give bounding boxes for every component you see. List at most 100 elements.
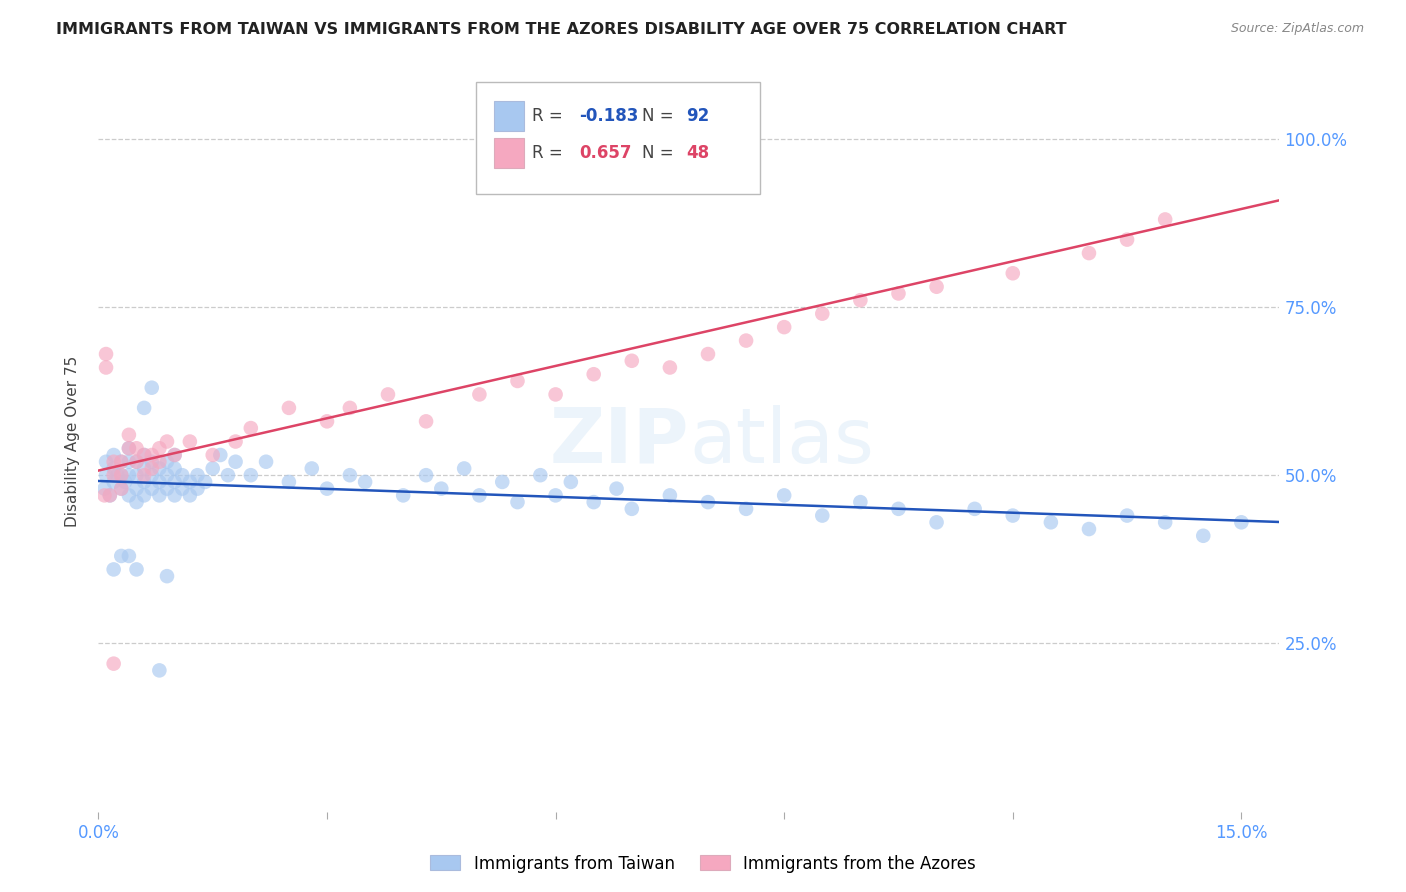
Point bbox=[468, 387, 491, 401]
Point bbox=[277, 401, 299, 415]
Point bbox=[887, 286, 910, 301]
Point bbox=[103, 562, 125, 576]
Text: 92: 92 bbox=[686, 107, 710, 125]
Point bbox=[301, 461, 323, 475]
Point bbox=[134, 448, 156, 462]
Point bbox=[430, 482, 453, 496]
Point bbox=[1230, 516, 1253, 530]
Text: -0.183: -0.183 bbox=[579, 107, 638, 125]
Point bbox=[849, 495, 872, 509]
Point bbox=[110, 482, 132, 496]
Point bbox=[254, 455, 277, 469]
Point bbox=[110, 482, 132, 496]
Point bbox=[377, 387, 399, 401]
Point bbox=[172, 482, 194, 496]
Point bbox=[468, 488, 491, 502]
Point bbox=[125, 442, 148, 456]
Point bbox=[125, 562, 148, 576]
Point bbox=[114, 475, 136, 489]
Point bbox=[179, 475, 201, 489]
Point bbox=[773, 488, 796, 502]
Point bbox=[118, 427, 141, 442]
Point bbox=[620, 501, 643, 516]
Point bbox=[134, 468, 156, 483]
Point bbox=[125, 482, 148, 496]
Point bbox=[887, 501, 910, 516]
Point bbox=[118, 442, 141, 456]
Point bbox=[134, 475, 156, 489]
Point bbox=[98, 488, 121, 502]
Point bbox=[1154, 212, 1177, 227]
Point bbox=[141, 448, 163, 462]
Point bbox=[506, 495, 529, 509]
Point bbox=[148, 442, 170, 456]
Point bbox=[118, 468, 141, 483]
Point bbox=[209, 448, 232, 462]
Point bbox=[1078, 522, 1101, 536]
FancyBboxPatch shape bbox=[494, 138, 523, 168]
Point bbox=[544, 387, 567, 401]
Point bbox=[94, 347, 117, 361]
Point bbox=[179, 488, 201, 502]
Point bbox=[141, 468, 163, 483]
Point bbox=[963, 501, 986, 516]
FancyBboxPatch shape bbox=[494, 101, 523, 130]
Point bbox=[582, 368, 605, 382]
Point bbox=[134, 448, 156, 462]
Point bbox=[354, 475, 377, 489]
Point bbox=[1116, 508, 1139, 523]
Point bbox=[179, 434, 201, 449]
Point bbox=[125, 455, 148, 469]
Point bbox=[134, 461, 156, 475]
Point bbox=[186, 482, 208, 496]
Point bbox=[103, 461, 125, 475]
Point bbox=[103, 475, 125, 489]
Point bbox=[118, 442, 141, 456]
Point bbox=[110, 455, 132, 469]
Point bbox=[110, 549, 132, 563]
Text: 48: 48 bbox=[686, 144, 710, 161]
Point bbox=[163, 475, 186, 489]
Point bbox=[225, 455, 247, 469]
Point bbox=[156, 455, 179, 469]
Point bbox=[1154, 516, 1177, 530]
Point bbox=[94, 360, 117, 375]
Point bbox=[125, 455, 148, 469]
Point bbox=[148, 461, 170, 475]
Text: R =: R = bbox=[531, 144, 568, 161]
Point bbox=[1001, 266, 1024, 280]
Point bbox=[134, 488, 156, 502]
Point bbox=[544, 488, 567, 502]
Point bbox=[118, 455, 141, 469]
Point bbox=[103, 657, 125, 671]
Point bbox=[620, 353, 643, 368]
Text: IMMIGRANTS FROM TAIWAN VS IMMIGRANTS FROM THE AZORES DISABILITY AGE OVER 75 CORR: IMMIGRANTS FROM TAIWAN VS IMMIGRANTS FRO… bbox=[56, 22, 1067, 37]
Point bbox=[110, 468, 132, 483]
Point bbox=[1001, 508, 1024, 523]
Text: ZIP: ZIP bbox=[550, 405, 689, 478]
Point bbox=[201, 448, 224, 462]
Point bbox=[582, 495, 605, 509]
Point bbox=[415, 468, 437, 483]
Point bbox=[141, 482, 163, 496]
Point bbox=[239, 468, 262, 483]
Point bbox=[110, 468, 132, 483]
Point bbox=[148, 455, 170, 469]
Point bbox=[925, 279, 948, 293]
Point bbox=[141, 455, 163, 469]
Point bbox=[156, 468, 179, 483]
Point bbox=[156, 482, 179, 496]
FancyBboxPatch shape bbox=[477, 82, 759, 194]
Point bbox=[125, 468, 148, 483]
Point bbox=[453, 461, 475, 475]
Point bbox=[392, 488, 415, 502]
Point bbox=[658, 360, 681, 375]
Point bbox=[156, 434, 179, 449]
Point bbox=[148, 664, 170, 678]
Point bbox=[697, 347, 720, 361]
Point bbox=[134, 401, 156, 415]
Text: Source: ZipAtlas.com: Source: ZipAtlas.com bbox=[1230, 22, 1364, 36]
Point bbox=[1078, 246, 1101, 260]
Point bbox=[415, 414, 437, 428]
Point bbox=[735, 334, 758, 348]
